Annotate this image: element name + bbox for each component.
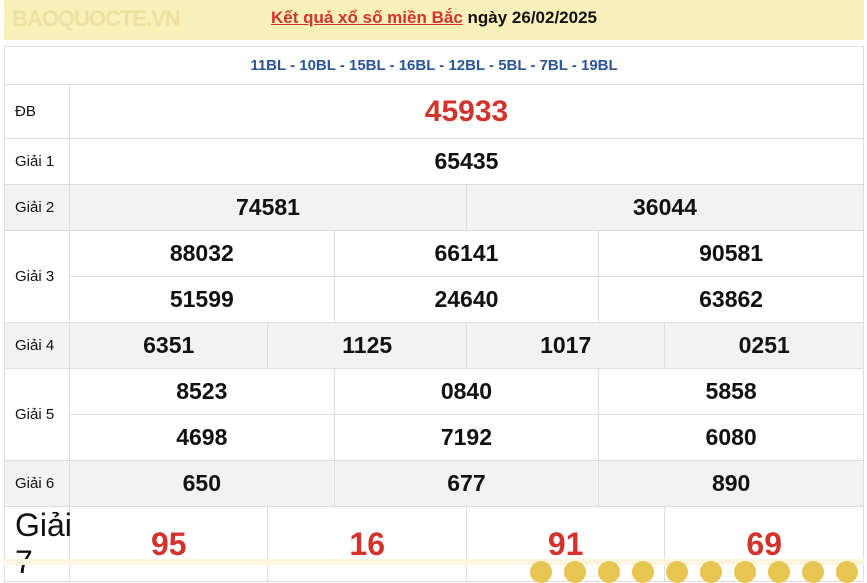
footer-strip: [4, 559, 864, 565]
prize-number: 6351: [68, 322, 269, 369]
ball-icon: [564, 561, 586, 583]
prize-number: 650: [69, 460, 335, 507]
special-prize: 45933: [69, 84, 864, 139]
prize-number: 0251: [664, 322, 864, 369]
prize-number: 90581: [598, 230, 864, 277]
ball-icon: [632, 561, 654, 583]
watermark: BAOQUOCTE.VN: [12, 6, 181, 31]
prize-number: 1125: [267, 322, 467, 369]
prize-number: 74581: [69, 184, 467, 231]
prize-number: 7192: [333, 414, 600, 461]
ball-icon: [666, 561, 688, 583]
prize-label: Giải 6: [4, 460, 70, 507]
prize-number: 6080: [598, 414, 864, 461]
prize-number: 890: [598, 460, 864, 507]
ball-icon: [700, 561, 722, 583]
prize-number: 16: [267, 506, 467, 582]
prize-label: Giải 2: [4, 184, 70, 231]
ball-icon: [768, 561, 790, 583]
ball-icon: [734, 561, 756, 583]
ball-icon: [836, 561, 858, 583]
prize-label: Giải 3: [4, 230, 70, 323]
prize-number: 65435: [69, 138, 864, 185]
results-table: 11BL - 10BL - 15BL - 16BL - 12BL - 5BL -…: [4, 46, 865, 582]
prize-number: 8523: [69, 368, 335, 415]
prize-number: 51599: [69, 276, 335, 323]
prize-label: Giải 7: [4, 506, 72, 582]
prize-label: ĐB: [4, 84, 70, 139]
ball-icon: [598, 561, 620, 583]
prize-number: 95: [68, 506, 269, 582]
prize-number: 677: [333, 460, 600, 507]
prize-number: 0840: [333, 368, 600, 415]
ball-icon: [530, 561, 552, 583]
prize-number: 36044: [465, 184, 865, 231]
results-header: Kết quả xổ số miền Bắc ngày 26/02/2025: [4, 0, 864, 40]
ticket-codes: 11BL - 10BL - 15BL - 16BL - 12BL - 5BL -…: [4, 46, 864, 85]
prize-number: 1017: [465, 322, 666, 369]
prize-number: 4698: [69, 414, 335, 461]
date-text: ngày 26/02/2025: [462, 8, 598, 27]
ball-icon: [802, 561, 824, 583]
prize-number: 69: [664, 506, 864, 582]
prize-label: Giải 5: [4, 368, 70, 461]
prize-label: Giải 1: [4, 138, 70, 185]
prize-label: Giải 4: [4, 322, 70, 369]
prize-number: 63862: [598, 276, 864, 323]
prize-number: 24640: [333, 276, 600, 323]
prize-number: 66141: [333, 230, 600, 277]
results-link[interactable]: Kết quả xổ số miền Bắc: [271, 8, 463, 27]
prize-number: 88032: [69, 230, 335, 277]
prize-number: 5858: [598, 368, 864, 415]
